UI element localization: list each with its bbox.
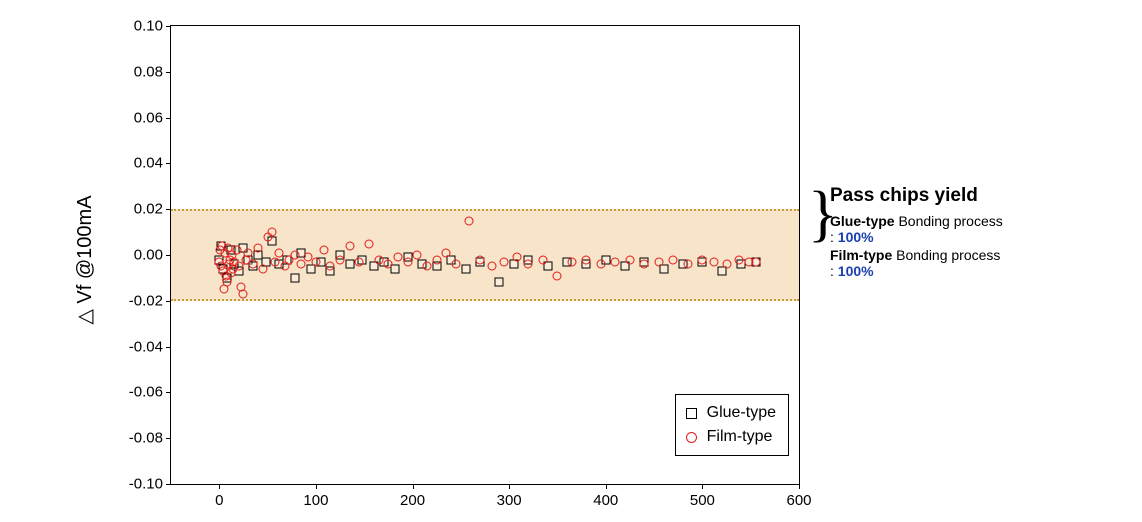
side-label: Film-type: [830, 247, 892, 263]
y-axis-label: △ Vf @100mA: [72, 195, 97, 324]
film-point: [476, 255, 485, 264]
film-point: [223, 278, 232, 287]
film-point: [452, 260, 461, 269]
film-point: [311, 257, 320, 266]
film-point: [500, 257, 509, 266]
film-point: [722, 260, 731, 269]
film-point: [640, 260, 649, 269]
film-point: [512, 253, 521, 262]
film-point: [403, 257, 412, 266]
film-point: [596, 260, 605, 269]
film-point: [683, 260, 692, 269]
y-tick-label: -0.02: [129, 292, 171, 309]
film-point: [345, 241, 354, 250]
film-point: [290, 251, 299, 260]
y-tick-label: -0.08: [129, 430, 171, 447]
square-icon: [686, 408, 697, 419]
legend-item-glue: Glue-type: [686, 401, 776, 425]
film-point: [232, 246, 241, 255]
film-point: [253, 244, 262, 253]
film-point: [751, 257, 760, 266]
film-point: [326, 262, 335, 271]
film-point: [384, 260, 393, 269]
legend-item-film: Film-type: [686, 425, 776, 449]
film-point: [297, 260, 306, 269]
plot-area: Glue-type Film-type -0.10-0.08-0.06-0.04…: [170, 25, 800, 485]
legend: Glue-type Film-type: [675, 394, 789, 456]
glue-point: [495, 278, 504, 287]
side-value: 100%: [838, 263, 874, 279]
side-value: 100%: [838, 229, 874, 245]
glue-point: [461, 264, 470, 273]
film-point: [258, 264, 267, 273]
film-point: [553, 271, 562, 280]
film-point: [567, 257, 576, 266]
circle-icon: [686, 432, 697, 443]
film-point: [654, 257, 663, 266]
glue-point: [345, 260, 354, 269]
film-point: [336, 255, 345, 264]
film-point: [355, 257, 364, 266]
side-suffix: Bonding process: [895, 213, 1003, 229]
film-point: [442, 248, 451, 257]
film-point: [538, 255, 547, 264]
y-tick-label: -0.04: [129, 338, 171, 355]
film-point: [625, 255, 634, 264]
y-tick-label: -0.10: [129, 476, 171, 493]
film-point: [374, 255, 383, 264]
film-point: [268, 228, 277, 237]
y-tick-label: -0.06: [129, 384, 171, 401]
film-point: [611, 257, 620, 266]
side-panel: } Pass chips yield Glue-type Bonding pro…: [830, 185, 1120, 281]
film-point: [319, 246, 328, 255]
film-point: [239, 289, 248, 298]
film-point: [365, 239, 374, 248]
film-point: [413, 251, 422, 260]
film-point: [275, 248, 284, 257]
film-point: [249, 260, 258, 269]
chart-container: △ Vf @100mA Glue-type Film-type -0.10-0.…: [70, 10, 850, 510]
film-point: [394, 253, 403, 262]
film-point: [709, 257, 718, 266]
film-point: [698, 255, 707, 264]
film-point: [234, 262, 243, 271]
film-point: [487, 262, 496, 271]
brace-icon: }: [808, 183, 838, 245]
side-title: Pass chips yield: [830, 185, 1120, 207]
side-suffix: Bonding process: [892, 247, 1000, 263]
legend-label: Glue-type: [707, 401, 776, 425]
side-row-film: Film-type Bonding process : 100%: [830, 247, 1120, 279]
film-point: [423, 262, 432, 271]
film-point: [244, 248, 253, 257]
side-label: Glue-type: [830, 213, 895, 229]
film-point: [669, 255, 678, 264]
film-point: [464, 216, 473, 225]
film-point: [582, 255, 591, 264]
legend-label: Film-type: [707, 425, 773, 449]
side-row-glue: Glue-type Bonding process : 100%: [830, 213, 1120, 245]
glue-point: [290, 273, 299, 282]
film-point: [735, 255, 744, 264]
film-point: [524, 260, 533, 269]
film-point: [271, 257, 280, 266]
film-point: [432, 255, 441, 264]
